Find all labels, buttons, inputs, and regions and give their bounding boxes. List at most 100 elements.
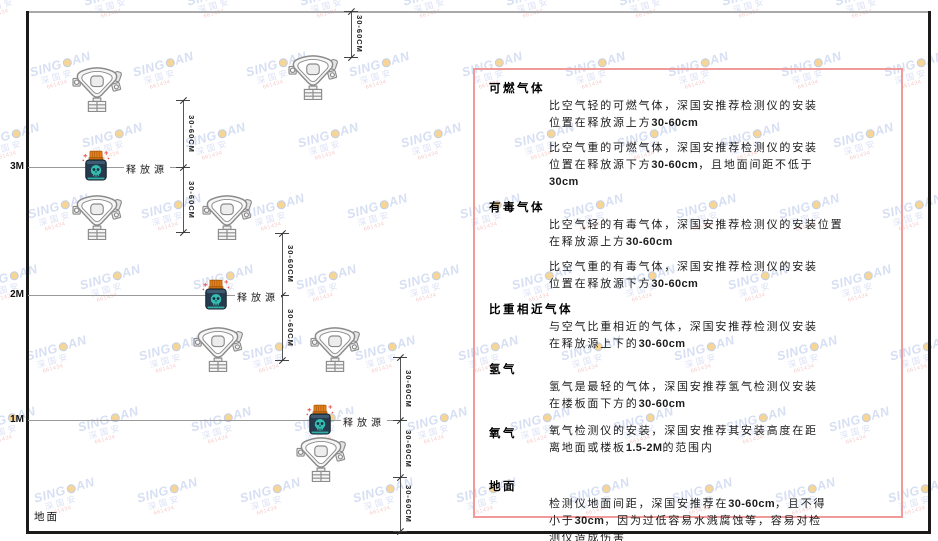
- watermark-logo-icon: [913, 199, 925, 211]
- watermark-contact: 661434: [256, 505, 279, 517]
- section-heading: 比重相近气体: [489, 304, 573, 316]
- watermark-contact: 661434: [415, 292, 438, 304]
- paragraph-line: 测仪造成伤害: [549, 532, 626, 541]
- paragraph-line: 位置在释放源下方30-60cm，且地面间距不低于: [549, 159, 814, 171]
- paragraph-line: 在释放源上方30-60cm: [549, 236, 673, 248]
- watermark-logo-icon: [61, 57, 73, 69]
- watermark-subtitle: 深国安: [408, 279, 445, 300]
- section-paragraph: 检测仪地面间距，深国安推荐在30-60cm，且不得 小于30cm，因为过低容易水溅…: [549, 496, 891, 541]
- floor-line: [26, 531, 931, 534]
- paragraph-line: 比空气轻的有毒气体，深国安推荐检测仪的安装位置: [549, 219, 844, 231]
- watermark-contact: 661434: [207, 434, 230, 446]
- watermark-logo-icon: [222, 412, 234, 424]
- right-wall-line: [928, 11, 931, 534]
- ground-label: 地面: [34, 512, 59, 523]
- watermark-subtitle: 深国安: [142, 66, 179, 87]
- watermark-logo-icon: [10, 128, 22, 140]
- section-heading: 可燃气体: [489, 83, 545, 95]
- watermark-subtitle: 深国安: [412, 0, 449, 16]
- paragraph-line: 氧气检测仪的安装，深国安推荐其安装高度在距: [549, 425, 818, 437]
- watermark-logo-icon: [109, 412, 121, 424]
- watermark-subtitle: 深国安: [249, 492, 286, 513]
- release-source-label: 释放源: [124, 161, 170, 176]
- dimension-label: 30-60CM: [404, 485, 413, 523]
- watermark-subtitle: 深国安: [307, 137, 344, 158]
- watermark-subtitle: 深国安: [416, 421, 453, 442]
- watermark-contact: 661434: [363, 221, 386, 233]
- gas-detector-icon: [72, 195, 122, 240]
- watermark-subtitle: 深国安: [93, 0, 130, 16]
- level-line: [28, 420, 400, 421]
- section-heading: 氧气: [489, 428, 517, 440]
- watermark-contact: 661434: [149, 79, 172, 91]
- watermark-logo-icon: [378, 199, 390, 211]
- release-source-label: 释放源: [235, 289, 281, 304]
- watermark-contact: 661434: [417, 150, 440, 162]
- watermark-logo-icon: [168, 483, 180, 495]
- height-axis-label: 2M: [10, 289, 24, 300]
- watermark-subtitle: 深国安: [0, 0, 17, 16]
- watermark-subtitle: 深国安: [356, 208, 393, 229]
- gas-detector-icon: [310, 327, 360, 372]
- section-paragraph: 氢气是最轻的气体，深国安推荐氢气检测仪安装 在楼板面下方的30-60cm: [549, 379, 891, 413]
- watermark-subtitle: 深国安: [358, 66, 395, 87]
- watermark-contact: 661434: [423, 434, 446, 446]
- dimension-label: 30-60CM: [404, 369, 413, 408]
- gas-detector-icon: [193, 327, 243, 372]
- watermark-subtitle: 深国安: [150, 208, 187, 229]
- release-source-icon: [82, 150, 110, 181]
- watermark-logo-icon: [329, 128, 341, 140]
- watermark-logo-icon: [275, 199, 287, 211]
- info-panel: 可燃气体 比空气轻的可燃气体，深国安推荐检测仪的安装 位置在释放源上方30-60cm…: [473, 68, 903, 541]
- paragraph-line: 氢气是最轻的气体，深国安推荐氢气检测仪安装: [549, 381, 818, 393]
- paragraph-line: 30cm: [549, 176, 579, 188]
- section-heading: 有毒气体: [489, 202, 545, 214]
- watermark-logo-icon: [812, 57, 824, 69]
- dimension-label: 30-60CM: [404, 429, 413, 468]
- watermark-logo-icon: [430, 270, 442, 282]
- section-paragraph: 比空气轻的可燃气体，深国安推荐检测仪的安装 位置在释放源上方30-60cm: [549, 98, 891, 132]
- watermark-contact: 661434: [314, 150, 337, 162]
- level-line: [28, 295, 282, 296]
- dimension-label: 30-60CM: [355, 15, 364, 53]
- height-axis-label: 3M: [10, 161, 24, 172]
- paragraph-line: 位置在释放源上方30-60cm: [549, 117, 699, 129]
- gas-detector-icon: [296, 437, 346, 482]
- watermark-logo-icon: [172, 199, 184, 211]
- release-source-label: 释放源: [341, 414, 387, 429]
- paragraph-line: 比空气重的可燃气体，深国安推荐检测仪的安装: [549, 142, 818, 154]
- watermark-logo-icon: [111, 270, 123, 282]
- watermark-subtitle: 深国安: [196, 0, 233, 16]
- watermark-contact: 661434: [153, 505, 176, 517]
- paragraph-line: 离地面或楼板1.5-2M的范围内: [549, 442, 714, 454]
